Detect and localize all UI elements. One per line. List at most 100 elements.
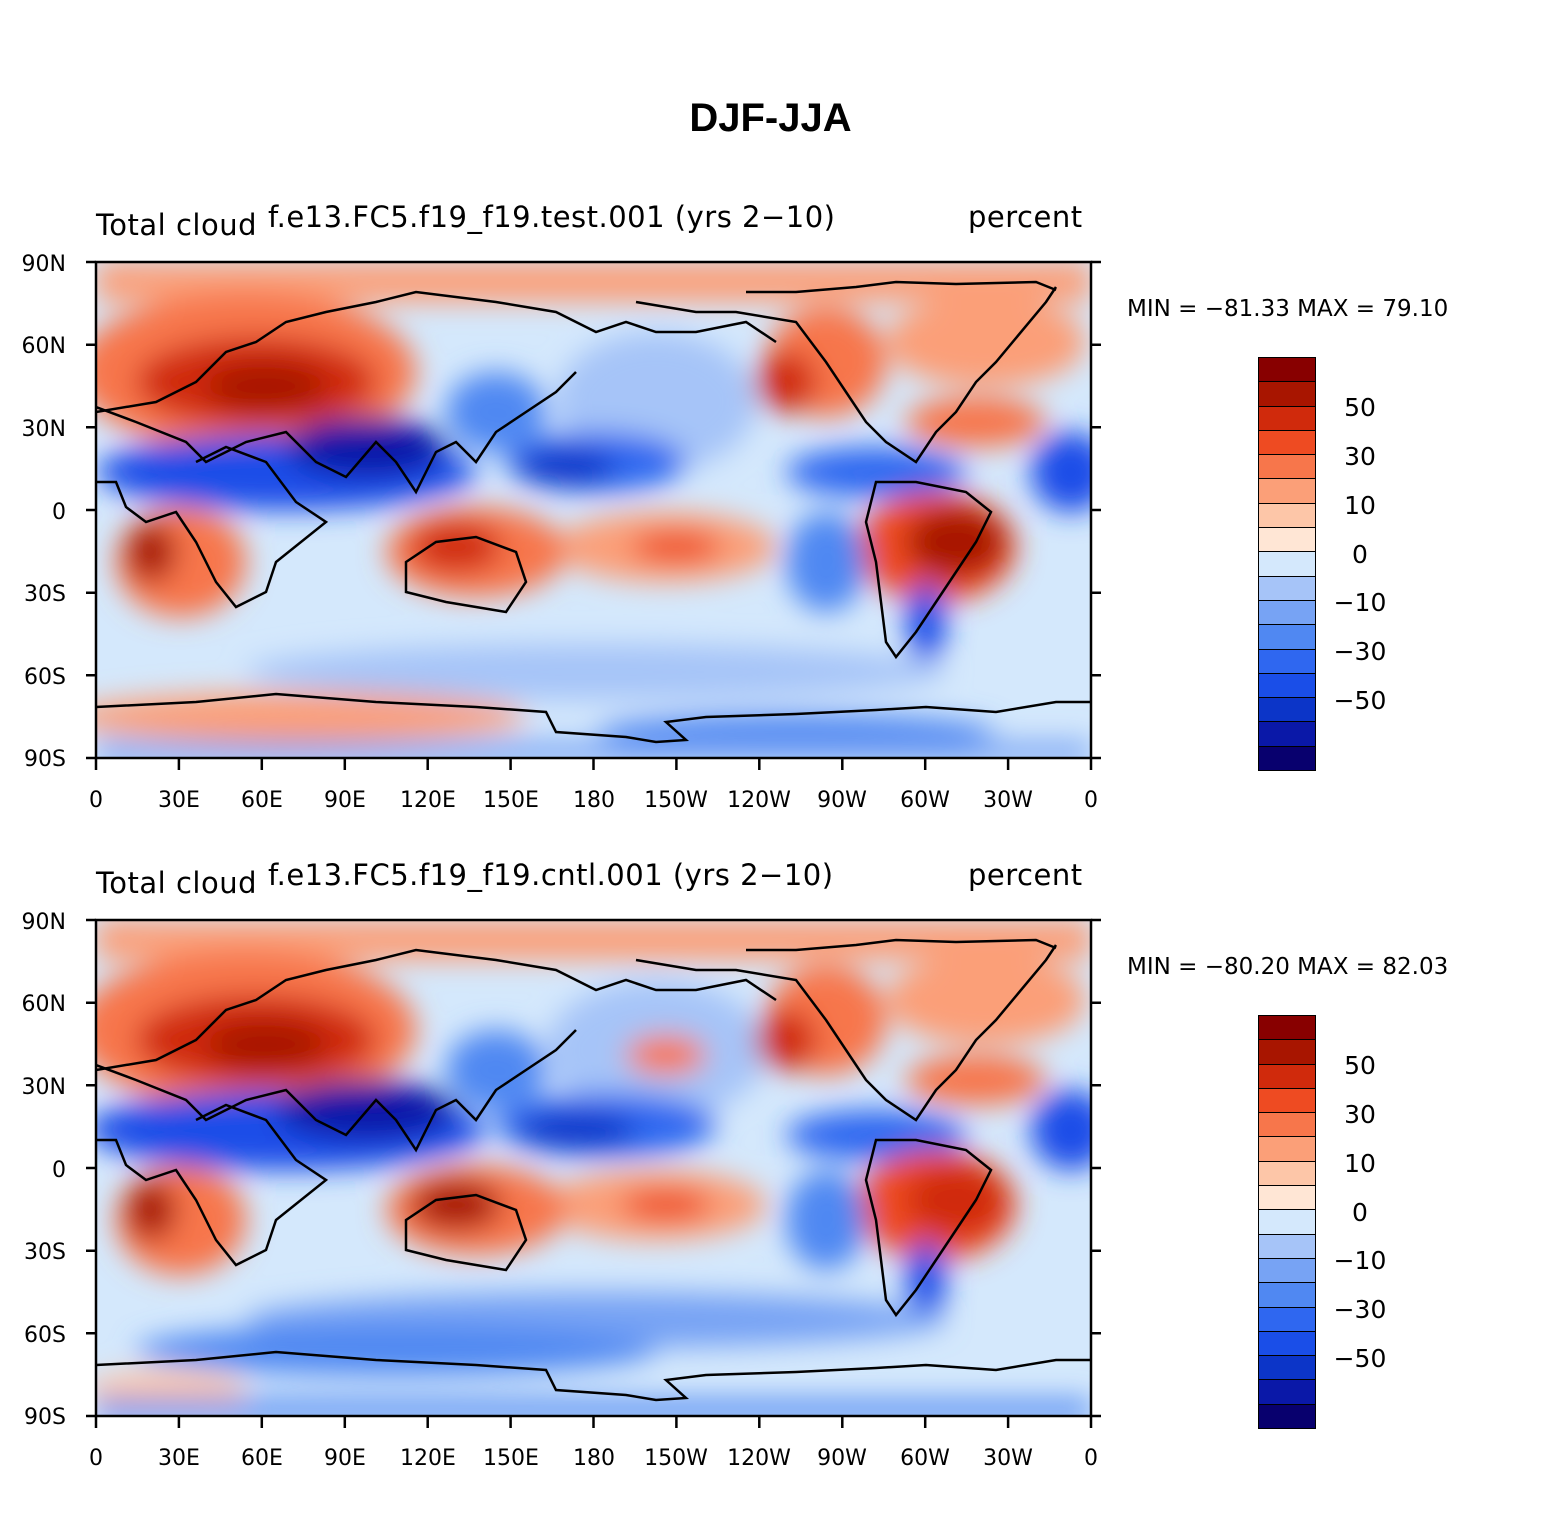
colorbar-swatch [1258, 1186, 1316, 1211]
colorbar-swatch [1258, 1210, 1316, 1235]
x-tick-label: 30E [158, 788, 200, 813]
colorbar-label: −30 [1333, 1295, 1387, 1324]
variable-label: Total cloud [96, 866, 257, 900]
colorbar-swatch [1258, 1283, 1316, 1308]
y-tick-label: 30N [21, 417, 66, 442]
colorbar-swatch [1258, 1137, 1316, 1162]
x-tick-label: 30E [158, 1446, 200, 1471]
colorbar-label: 50 [1344, 393, 1376, 422]
min-max-readout: MIN = −81.33 MAX = 79.10 [1127, 296, 1449, 322]
x-tick-label: 120E [400, 788, 456, 813]
y-tick-label: 90S [24, 1405, 66, 1430]
x-tick-label: 90E [324, 788, 366, 813]
units-label: percent [968, 858, 1083, 892]
x-tick-label: 150W [644, 1446, 708, 1471]
x-tick-label: 180 [573, 1446, 615, 1471]
case-label: f.e13.FC5.f19_f19.cntl.001 (yrs 2−10) [268, 858, 834, 892]
colorbar-swatch [1258, 625, 1316, 650]
variable-label: Total cloud [96, 208, 257, 242]
x-tick-label: 30W [983, 788, 1033, 813]
colorbar-swatch [1258, 576, 1316, 601]
colorbar [1258, 1015, 1316, 1430]
colorbar-swatch [1258, 673, 1316, 699]
y-tick-label: 90N [21, 252, 66, 277]
colorbar-swatch [1258, 503, 1316, 529]
colorbar-label: 10 [1344, 1149, 1376, 1178]
colorbar-swatch [1258, 1331, 1316, 1357]
x-tick-label: 0 [1084, 1446, 1098, 1471]
coastlines [96, 938, 1091, 1402]
colorbar-swatch [1258, 1307, 1316, 1332]
colorbar-swatch [1258, 528, 1316, 553]
x-tick-label: 60W [900, 1446, 950, 1471]
colorbar-swatch [1258, 357, 1316, 383]
colorbar-swatch [1258, 382, 1316, 407]
x-tick-label: 0 [89, 1446, 103, 1471]
colorbar-swatch [1258, 1088, 1316, 1114]
y-tick-label: 0 [52, 1158, 66, 1183]
y-tick-label: 30S [24, 1240, 66, 1265]
y-tick-label: 60N [21, 992, 66, 1017]
x-tick-label: 150W [644, 788, 708, 813]
x-tick-label: 150E [483, 1446, 539, 1471]
colorbar-swatch [1258, 479, 1316, 504]
x-tick-label: 120E [400, 1446, 456, 1471]
y-tick-label: 60S [24, 665, 66, 690]
colorbar-label: 10 [1344, 491, 1376, 520]
x-tick-label: 0 [1084, 788, 1098, 813]
colorbar-swatch [1258, 1015, 1316, 1041]
colorbar-swatch [1258, 552, 1316, 577]
colorbar-swatch [1258, 722, 1316, 747]
colorbar-swatch [1258, 455, 1316, 480]
colorbar-swatch [1258, 1234, 1316, 1259]
colorbar-label: −10 [1333, 588, 1387, 617]
map-panel-test: Total cloud f.e13.FC5.f19_f19.test.001 (… [0, 0, 1541, 813]
map-panel-cntl: Total cloud f.e13.FC5.f19_f19.cntl.001 (… [0, 658, 1541, 1471]
colorbar-swatch [1258, 1380, 1316, 1405]
cloud-map-cntl [86, 918, 1101, 1428]
y-tick-label: 30S [24, 582, 66, 607]
colorbar-swatch [1258, 1404, 1316, 1430]
y-tick-label: 0 [52, 500, 66, 525]
colorbar-label: 30 [1344, 442, 1376, 471]
x-tick-label: 30W [983, 1446, 1033, 1471]
figure-title: DJF-JJA [689, 96, 852, 140]
colorbar-swatch [1258, 1258, 1316, 1284]
coastlines [96, 280, 1091, 744]
y-tick-label: 90S [24, 747, 66, 772]
colorbar-swatch [1258, 746, 1316, 772]
colorbar-swatch [1258, 698, 1316, 723]
axis-ticks [86, 260, 1101, 770]
colorbar [1258, 357, 1316, 772]
colorbar-swatch [1258, 1161, 1316, 1187]
x-tick-label: 60W [900, 788, 950, 813]
colorbar-label: −30 [1333, 637, 1387, 666]
x-tick-label: 150E [483, 788, 539, 813]
y-tick-label: 30N [21, 1075, 66, 1100]
x-tick-label: 0 [89, 788, 103, 813]
y-tick-label: 60S [24, 1323, 66, 1348]
colorbar-label: 0 [1352, 1198, 1368, 1227]
colorbar-label: −50 [1333, 1344, 1387, 1373]
cloud-field [96, 262, 1091, 758]
colorbar-swatch [1258, 430, 1316, 456]
colorbar-swatch [1258, 600, 1316, 626]
x-tick-label: 90E [324, 1446, 366, 1471]
x-tick-label: 90W [817, 1446, 867, 1471]
colorbar-label: 50 [1344, 1051, 1376, 1080]
colorbar-label: 30 [1344, 1100, 1376, 1129]
x-tick-label: 120W [727, 788, 791, 813]
x-tick-label: 60E [241, 1446, 283, 1471]
axis-ticks [86, 918, 1101, 1428]
case-label: f.e13.FC5.f19_f19.test.001 (yrs 2−10) [268, 200, 836, 234]
min-max-readout: MIN = −80.20 MAX = 82.03 [1127, 954, 1449, 980]
colorbar-label: 0 [1352, 540, 1368, 569]
x-tick-label: 90W [817, 788, 867, 813]
colorbar-label: −10 [1333, 1246, 1387, 1275]
colorbar-swatch [1258, 1040, 1316, 1065]
colorbar-swatch [1258, 649, 1316, 674]
colorbar-swatch [1258, 1113, 1316, 1138]
colorbar-label: −50 [1333, 686, 1387, 715]
colorbar-swatch [1258, 406, 1316, 431]
colorbar-swatch [1258, 1064, 1316, 1089]
